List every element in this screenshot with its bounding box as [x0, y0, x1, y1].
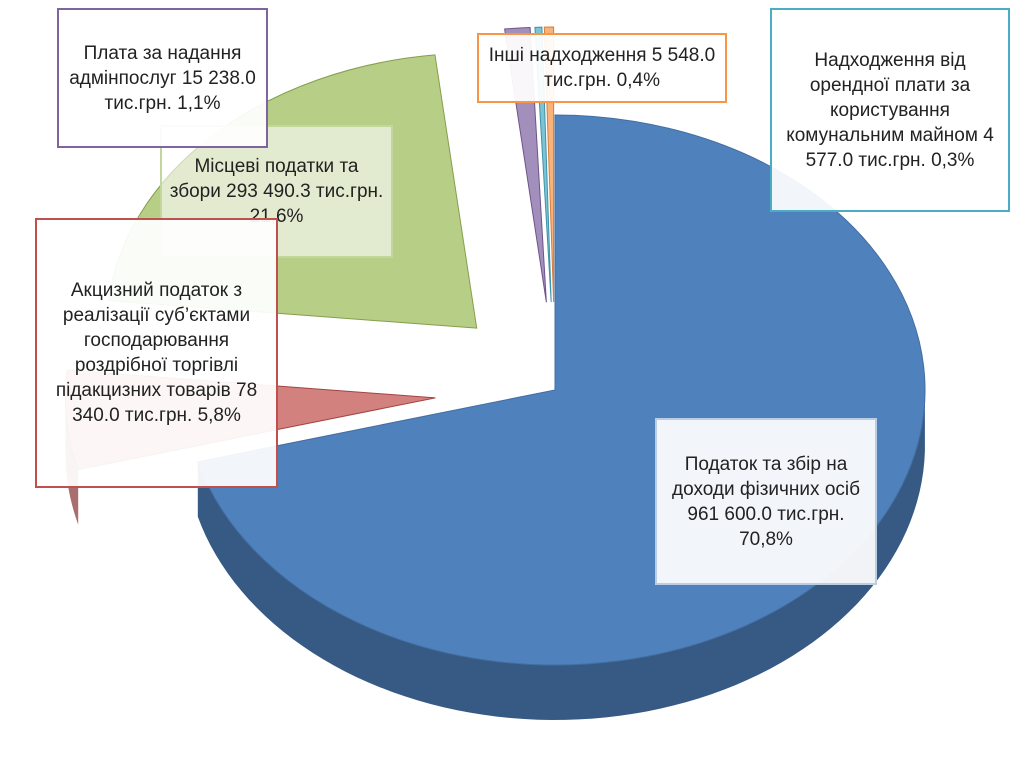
- percent-label: 0,4%: [616, 70, 660, 91]
- percent-label: 1,1%: [177, 92, 221, 114]
- amount-label: 293 490.3 тис.грн.: [226, 181, 384, 202]
- data-label: Податок та збір на доходи фізичних осіб …: [655, 418, 877, 585]
- label-text: Акцизний податок з реалізації суб’єктами…: [43, 278, 270, 428]
- percent-label: 70,8%: [739, 528, 793, 550]
- label-text: Місцеві податки та збори 293 490.3 тис.г…: [168, 154, 385, 229]
- data-label: Надходження від орендної плати за корист…: [770, 8, 1010, 212]
- amount-label: 78 340.0 тис.грн.: [72, 380, 258, 426]
- data-label: Інші надходження 5 548.0 тис.грн. 0,4%: [477, 33, 727, 103]
- amount-label: 4 577.0 тис.грн.: [805, 124, 994, 171]
- percent-label: 0,3%: [931, 149, 975, 171]
- label-text: Податок та збір на доходи фізичних осіб …: [663, 452, 869, 552]
- category-label: Податок та збір на доходи фізичних осіб: [672, 453, 860, 500]
- label-text: Плата за надання адмінпослуг 15 238.0 ти…: [65, 41, 260, 116]
- amount-label: 15 238.0 тис.грн.: [104, 67, 256, 114]
- label-text: Надходження від орендної плати за корист…: [778, 48, 1002, 173]
- amount-label: 5 548.0 тис.грн.: [544, 45, 716, 91]
- amount-label: 961 600.0 тис.грн.: [687, 503, 845, 525]
- data-label: Плата за надання адмінпослуг 15 238.0 ти…: [57, 8, 268, 148]
- percent-label: 5,8%: [197, 405, 241, 426]
- category-label: Плата за надання адмінпослуг: [69, 42, 242, 89]
- category-label: Надходження від орендної плати за корист…: [786, 49, 978, 146]
- label-text: Інші надходження 5 548.0 тис.грн. 0,4%: [485, 43, 719, 93]
- category-label: Місцеві податки та збори: [169, 156, 359, 202]
- category-label: Акцизний податок з реалізації суб’єктами…: [55, 280, 251, 401]
- slice-side: [197, 396, 925, 720]
- data-label: Акцизний податок з реалізації суб’єктами…: [35, 218, 278, 488]
- category-label: Інші надходження: [488, 45, 647, 66]
